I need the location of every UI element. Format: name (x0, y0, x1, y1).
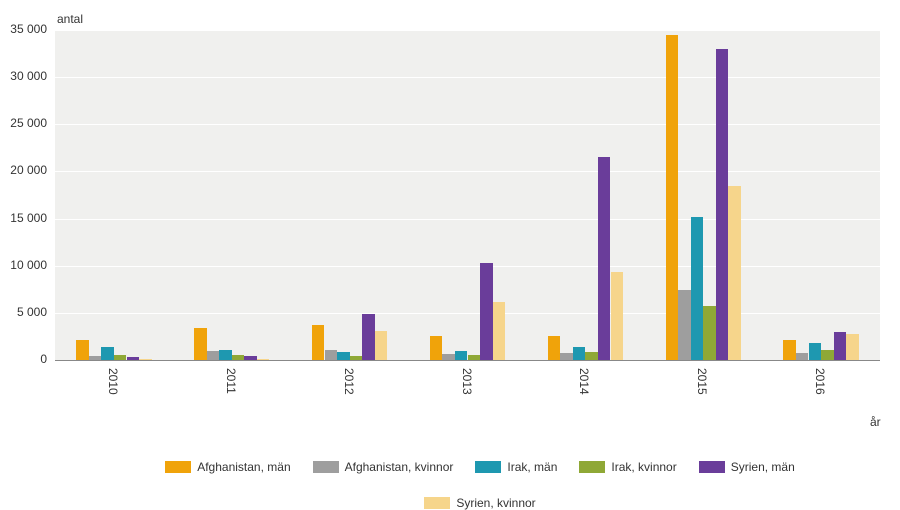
bar (207, 351, 220, 360)
x-axis-title: år (870, 415, 881, 429)
bar (312, 325, 325, 360)
bar (548, 336, 561, 361)
legend-swatch (165, 461, 191, 473)
bar (337, 352, 350, 360)
legend: Afghanistan, män Afghanistan, kvinnor Irak… (130, 460, 830, 510)
gridline (55, 77, 880, 78)
bar (480, 263, 493, 360)
bar (430, 336, 443, 360)
y-tick-label: 35 000 (0, 22, 47, 36)
legend-item: Irak, män (475, 460, 557, 474)
gridline (55, 171, 880, 172)
legend-item: Afghanistan, kvinnor (313, 460, 454, 474)
legend-label: Irak, män (507, 460, 557, 474)
y-tick-label: 5 000 (0, 305, 47, 319)
x-tick-label: 2011 (224, 368, 238, 394)
bar (691, 217, 704, 360)
legend-item: Irak, kvinnor (579, 460, 676, 474)
legend-label: Afghanistan, män (197, 460, 290, 474)
bar (76, 340, 89, 360)
bar (716, 49, 729, 360)
bar (455, 351, 468, 360)
y-tick-label: 15 000 (0, 211, 47, 225)
legend-swatch (424, 497, 450, 509)
bar (821, 350, 834, 360)
bar (219, 350, 232, 360)
bar (611, 272, 624, 360)
bar (809, 343, 822, 360)
y-tick-label: 0 (0, 352, 47, 366)
legend-label: Irak, kvinnor (611, 460, 676, 474)
bar (834, 332, 847, 360)
legend-label: Syrien, kvinnor (456, 496, 535, 510)
gridline (55, 313, 880, 314)
y-tick-label: 10 000 (0, 258, 47, 272)
bar (666, 35, 679, 360)
gridline (55, 266, 880, 267)
bar (573, 347, 586, 360)
legend-swatch (699, 461, 725, 473)
legend-item: Syrien, män (699, 460, 795, 474)
legend-swatch (579, 461, 605, 473)
x-tick-label: 2015 (695, 368, 709, 395)
y-tick-label: 25 000 (0, 116, 47, 130)
bar (375, 331, 388, 360)
plot-area (55, 30, 880, 360)
legend-item: Afghanistan, män (165, 460, 290, 474)
x-tick-label: 2010 (106, 368, 120, 395)
bar (493, 302, 506, 360)
legend-item: Syrien, kvinnor (424, 496, 535, 510)
x-tick-label: 2016 (813, 368, 827, 395)
gridline (55, 30, 880, 31)
bar (560, 353, 573, 360)
bar (194, 328, 207, 360)
bar (728, 186, 741, 360)
x-tick-label: 2013 (460, 368, 474, 395)
bar (585, 352, 598, 360)
x-tick-label: 2014 (577, 368, 591, 395)
bar (325, 350, 338, 360)
bar (598, 157, 611, 360)
gridline (55, 124, 880, 125)
bar (678, 290, 691, 360)
legend-label: Syrien, män (731, 460, 795, 474)
bar (783, 340, 796, 360)
y-tick-label: 30 000 (0, 69, 47, 83)
y-axis-title: antal (57, 12, 83, 26)
y-tick-label: 20 000 (0, 163, 47, 177)
legend-label: Afghanistan, kvinnor (345, 460, 454, 474)
bar (846, 334, 859, 360)
chart-container: antal år Afghanistan, män Afghanistan, kv… (0, 0, 900, 500)
bar (362, 314, 375, 360)
bar (703, 306, 716, 360)
gridline (55, 219, 880, 220)
legend-swatch (313, 461, 339, 473)
bar (796, 353, 809, 360)
legend-swatch (475, 461, 501, 473)
x-tick-label: 2012 (342, 368, 356, 395)
bar (101, 347, 114, 360)
x-axis-line (55, 360, 880, 361)
